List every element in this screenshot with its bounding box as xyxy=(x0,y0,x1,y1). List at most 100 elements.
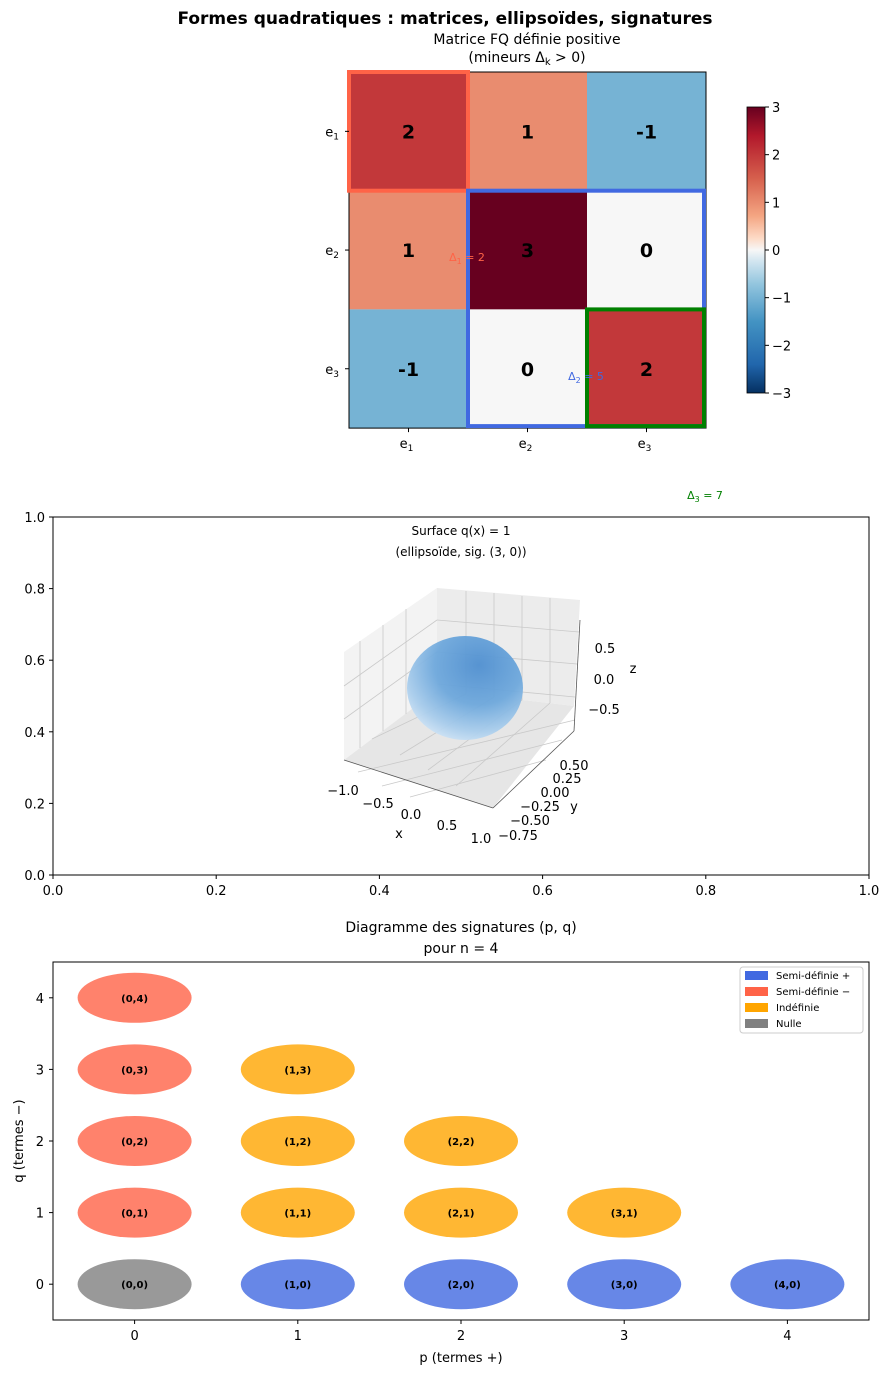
colorbar-tick-label: 1 xyxy=(772,196,780,211)
x3d-tick-label: 1.0 xyxy=(471,832,492,847)
heatmap-row-label: e2 xyxy=(325,244,339,261)
x3d-tick-label: 0.5 xyxy=(437,819,458,834)
heatmap-cell xyxy=(468,190,587,310)
outer-y-tick-label: 0.6 xyxy=(24,654,45,669)
y3d-tick-label: −0.50 xyxy=(510,814,550,829)
signature-point-label: (1,3) xyxy=(284,1065,311,1076)
signature-point-label: (0,3) xyxy=(121,1065,148,1076)
legend-label: Semi-définie + xyxy=(776,970,850,982)
heatmap-row-label: e3 xyxy=(325,363,339,380)
signature-point-label: (0,1) xyxy=(121,1209,148,1220)
heatmap-cell-label: 0 xyxy=(521,359,534,381)
heatmap-cell xyxy=(587,72,706,191)
heatmap-cell xyxy=(587,190,706,310)
signature-point-label: (1,0) xyxy=(284,1280,311,1291)
colorbar-tick-label: −2 xyxy=(772,339,791,354)
signature-y-tick-label: 2 xyxy=(36,1135,44,1150)
y3d-tick-label: 0.00 xyxy=(541,786,570,801)
outer-y-tick-label: 0.0 xyxy=(24,869,45,884)
legend-swatch xyxy=(745,971,768,980)
signature-point xyxy=(404,1116,518,1166)
signature-point-label: (1,1) xyxy=(284,1209,311,1220)
y3d-tick-label: −0.25 xyxy=(520,800,560,815)
minor-1-label: Δ1 = 2 xyxy=(449,251,485,266)
heatmap-cell-label: 3 xyxy=(521,240,534,262)
heatmap-cell xyxy=(468,72,587,191)
outer-x-tick-label: 0.2 xyxy=(206,884,227,899)
signature-x-tick-label: 2 xyxy=(457,1329,465,1344)
signature-ylabel: q (termes −) xyxy=(12,1099,27,1182)
surface-panel: 0.0 0.2 0.4 0.6 0.8 1.0 0.0 0.2 0.4 0.6 0.8 1.0 Sur… xyxy=(24,511,879,899)
signature-panel: Diagramme des signatures (p, q) pour n =… xyxy=(12,920,870,1366)
3d-box xyxy=(343,588,581,809)
signature-point xyxy=(240,1259,355,1310)
signature-point-label: (2,0) xyxy=(448,1280,475,1291)
y3d-tick-label: 0.50 xyxy=(560,759,589,774)
heatmap-col-label: e3 xyxy=(638,437,652,454)
heatmap-row-label: e1 xyxy=(325,125,339,142)
figure-title: Formes quadratiques : matrices, ellipsoï… xyxy=(177,9,712,29)
y3d-tick-label: 0.25 xyxy=(553,772,582,787)
colorbar-tick-label: 2 xyxy=(772,149,780,164)
heatmap-cell xyxy=(349,190,468,310)
signature-point xyxy=(404,1259,518,1310)
3d-ylabel: y xyxy=(570,800,578,815)
minor-3-label: Δ3 = 7 xyxy=(687,489,723,504)
signature-point-label: (2,1) xyxy=(448,1209,475,1220)
x3d-tick-label: 0.0 xyxy=(401,808,422,823)
outer-x-tick-label: 0.8 xyxy=(695,884,716,899)
minor-3-box xyxy=(585,307,706,429)
z3d-tick-label: −0.5 xyxy=(588,703,620,718)
signature-y-tick-label: 0 xyxy=(36,1278,44,1293)
z3d-tick-label: 0.5 xyxy=(595,642,616,657)
outer-x-tick-label: 1.0 xyxy=(859,884,880,899)
legend-swatch xyxy=(745,1019,768,1028)
outer-x-tick-label: 0.4 xyxy=(369,884,390,899)
3d-xlabel: x xyxy=(395,827,403,842)
signature-point-label: (1,2) xyxy=(284,1137,311,1148)
signature-point xyxy=(730,1259,845,1310)
outer-y-tick-label: 0.8 xyxy=(24,583,45,598)
signature-point-label: (0,4) xyxy=(121,994,148,1005)
signature-y-tick-label: 1 xyxy=(36,1207,44,1222)
signature-point xyxy=(77,1116,192,1166)
outer-axes-frame xyxy=(52,516,870,876)
x3d-tick-label: −0.5 xyxy=(362,797,394,812)
outer-y-tick-label: 0.4 xyxy=(24,726,45,741)
heatmap-cell-label: 1 xyxy=(521,121,534,143)
signature-point-label: (3,0) xyxy=(611,1280,638,1291)
colorbar: 3 2 1 0 −1 −2 −3 xyxy=(746,101,791,402)
minor-2-label: Δ2 = 5 xyxy=(568,370,604,385)
legend-swatch xyxy=(745,1003,768,1012)
heatmap-cell-label: -1 xyxy=(636,121,657,143)
legend-label: Semi-définie − xyxy=(776,986,850,998)
colorbar-bar xyxy=(746,106,766,394)
signature-point xyxy=(240,1044,355,1095)
signature-y-tick-label: 3 xyxy=(36,1063,44,1078)
heatmap-cell xyxy=(587,309,706,429)
heatmap-col-label: e1 xyxy=(400,437,414,454)
signature-point xyxy=(77,1259,192,1310)
signature-x-tick-label: 1 xyxy=(294,1329,302,1344)
outer-y-tick-label: 0.2 xyxy=(24,797,45,812)
signature-point-label: (4,0) xyxy=(774,1280,801,1291)
outer-x-tick-label: 0.6 xyxy=(532,884,553,899)
legend-label: Nulle xyxy=(776,1019,802,1030)
heatmap-panel: Matrice FQ définie positive (mineurs Δk … xyxy=(325,32,791,504)
3d-zlabel: z xyxy=(630,662,637,677)
colorbar-tick-label: −3 xyxy=(772,387,791,402)
heatmap-title-line2: (mineurs Δk > 0) xyxy=(468,50,585,68)
colorbar-tick-label: 0 xyxy=(772,244,780,259)
signature-point xyxy=(240,1187,355,1238)
colorbar-tick-label: 3 xyxy=(772,101,780,116)
heatmap-cell-label: 0 xyxy=(640,240,653,262)
signature-point xyxy=(567,1259,682,1310)
heatmap-cell-label: 2 xyxy=(402,121,415,143)
legend-label: Indéfinie xyxy=(776,1002,819,1014)
signature-title-line2: pour n = 4 xyxy=(424,941,499,957)
signature-point xyxy=(77,1044,192,1095)
surface-title-line2: (ellipsoïde, sig. (3, 0)) xyxy=(395,545,526,559)
signature-xlabel: p (termes +) xyxy=(419,1351,502,1366)
signature-point xyxy=(240,1116,355,1166)
